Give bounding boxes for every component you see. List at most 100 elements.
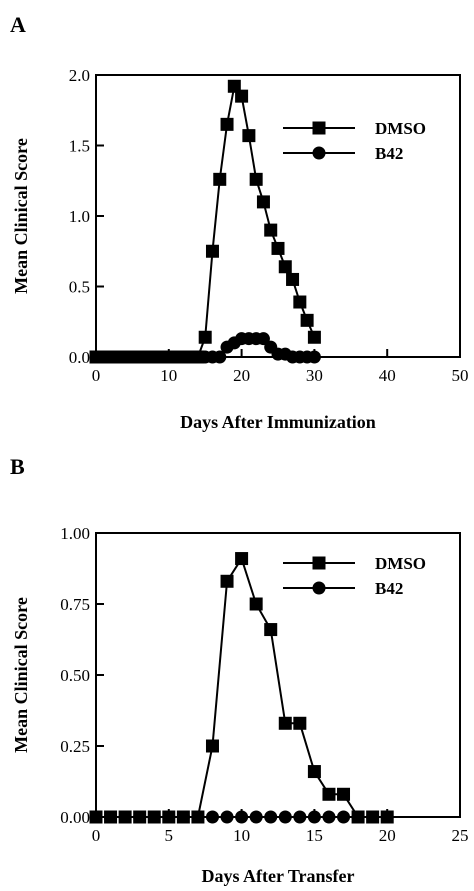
legend-marker-circle xyxy=(312,581,326,595)
y-tick-label: 1.0 xyxy=(69,207,90,226)
y-tick-label: 0.50 xyxy=(60,666,90,685)
legend-label: B42 xyxy=(375,579,403,598)
data-point-square xyxy=(235,89,249,103)
data-point-circle xyxy=(220,810,234,824)
y-tick-label: 0.00 xyxy=(60,808,90,827)
y-tick-label: 0.75 xyxy=(60,595,90,614)
legend-item-b42: B42 xyxy=(283,579,403,598)
data-point-square xyxy=(227,79,241,93)
data-point-square xyxy=(104,810,118,824)
legend-marker-circle xyxy=(312,146,326,160)
data-point-square xyxy=(220,574,234,588)
data-point-circle xyxy=(307,810,321,824)
x-tick-label: 25 xyxy=(452,826,469,845)
data-point-square xyxy=(249,172,263,186)
data-point-square xyxy=(307,330,321,344)
data-point-square xyxy=(242,129,256,143)
y-axis-title: Mean Clinical Score xyxy=(11,138,31,294)
data-point-circle xyxy=(249,810,263,824)
x-tick-label: 0 xyxy=(92,826,101,845)
x-tick-label: 10 xyxy=(160,366,177,385)
chart-panel-b: B 0.00 0.25 0.50 0.75 1.00 0 5 10 15 20 25 Days Afte… xyxy=(10,454,469,886)
data-point-square xyxy=(271,241,285,255)
data-point-circle xyxy=(205,810,219,824)
data-point-square xyxy=(205,739,219,753)
x-tick-label: 40 xyxy=(379,366,396,385)
data-point-square xyxy=(220,117,234,131)
data-point-square xyxy=(293,295,307,309)
x-tick-label: 10 xyxy=(233,826,250,845)
data-point-square xyxy=(133,810,147,824)
data-point-square xyxy=(307,765,321,779)
legend-label: DMSO xyxy=(375,119,426,138)
data-point-square xyxy=(322,787,336,801)
legend-marker-square xyxy=(312,121,326,135)
data-point-square xyxy=(118,810,132,824)
data-point-square xyxy=(286,272,300,286)
data-point-circle xyxy=(256,332,270,346)
y-tick-label: 2.0 xyxy=(69,66,90,85)
data-point-square xyxy=(264,223,278,237)
chart-panel-a: A 0.0 0.5 1.0 1.5 2.0 0 10 20 30 40 50 Days After Im… xyxy=(10,12,469,432)
y-axis-title: Mean Clinical Score xyxy=(11,597,31,753)
series-line xyxy=(96,556,388,818)
data-point-circle xyxy=(235,810,249,824)
legend: DMSO B42 xyxy=(283,119,426,163)
data-point-square xyxy=(293,716,307,730)
data-point-square xyxy=(213,172,227,186)
data-point-square xyxy=(235,552,249,566)
x-tick-label: 5 xyxy=(165,826,174,845)
legend-item-dmso: DMSO xyxy=(283,554,426,573)
data-point-square xyxy=(191,810,205,824)
legend-item-b42: B42 xyxy=(283,144,403,163)
data-point-square xyxy=(264,623,278,637)
legend-item-dmso: DMSO xyxy=(283,119,426,138)
x-axis-title: Days After Immunization xyxy=(180,412,376,432)
data-point-square xyxy=(147,810,161,824)
data-point-circle xyxy=(322,810,336,824)
y-tick-label: 1.00 xyxy=(60,524,90,543)
data-point-square xyxy=(162,810,176,824)
data-point-square xyxy=(198,330,212,344)
x-tick-label: 20 xyxy=(379,826,396,845)
legend-label: DMSO xyxy=(375,554,426,573)
data-point-circle xyxy=(278,810,292,824)
data-point-square xyxy=(278,716,292,730)
data-point-circle xyxy=(293,810,307,824)
panel-letter: A xyxy=(10,12,26,37)
legend-marker-square xyxy=(312,556,326,570)
legend: DMSO B42 xyxy=(283,554,426,598)
data-point-square xyxy=(256,195,270,209)
legend-label: B42 xyxy=(375,144,403,163)
y-tick-label: 1.5 xyxy=(69,137,90,156)
plot-frame xyxy=(95,74,461,358)
x-tick-label: 50 xyxy=(452,366,469,385)
data-point-square xyxy=(176,810,190,824)
x-tick-label: 30 xyxy=(306,366,323,385)
data-point-circle xyxy=(337,810,351,824)
data-point-square xyxy=(89,810,103,824)
data-point-circle xyxy=(264,810,278,824)
x-tick-label: 15 xyxy=(306,826,323,845)
data-point-square xyxy=(205,244,219,258)
data-point-square xyxy=(366,810,380,824)
y-tick-label: 0.5 xyxy=(69,278,90,297)
x-tick-label: 20 xyxy=(233,366,250,385)
series-line xyxy=(96,83,316,358)
data-point-circle xyxy=(213,350,227,364)
data-point-square xyxy=(337,787,351,801)
y-tick-label: 0.0 xyxy=(69,348,90,367)
series-dmso xyxy=(89,79,321,364)
data-point-square xyxy=(278,260,292,274)
x-tick-label: 0 xyxy=(92,366,101,385)
data-point-circle xyxy=(307,350,321,364)
data-point-square xyxy=(300,313,314,327)
data-point-square xyxy=(191,350,205,364)
panel-letter: B xyxy=(10,454,25,479)
data-point-square xyxy=(351,810,365,824)
x-axis-title: Days After Transfer xyxy=(202,866,355,886)
series-dmso xyxy=(89,552,394,824)
data-point-square xyxy=(249,597,263,611)
y-tick-label: 0.25 xyxy=(60,737,90,756)
